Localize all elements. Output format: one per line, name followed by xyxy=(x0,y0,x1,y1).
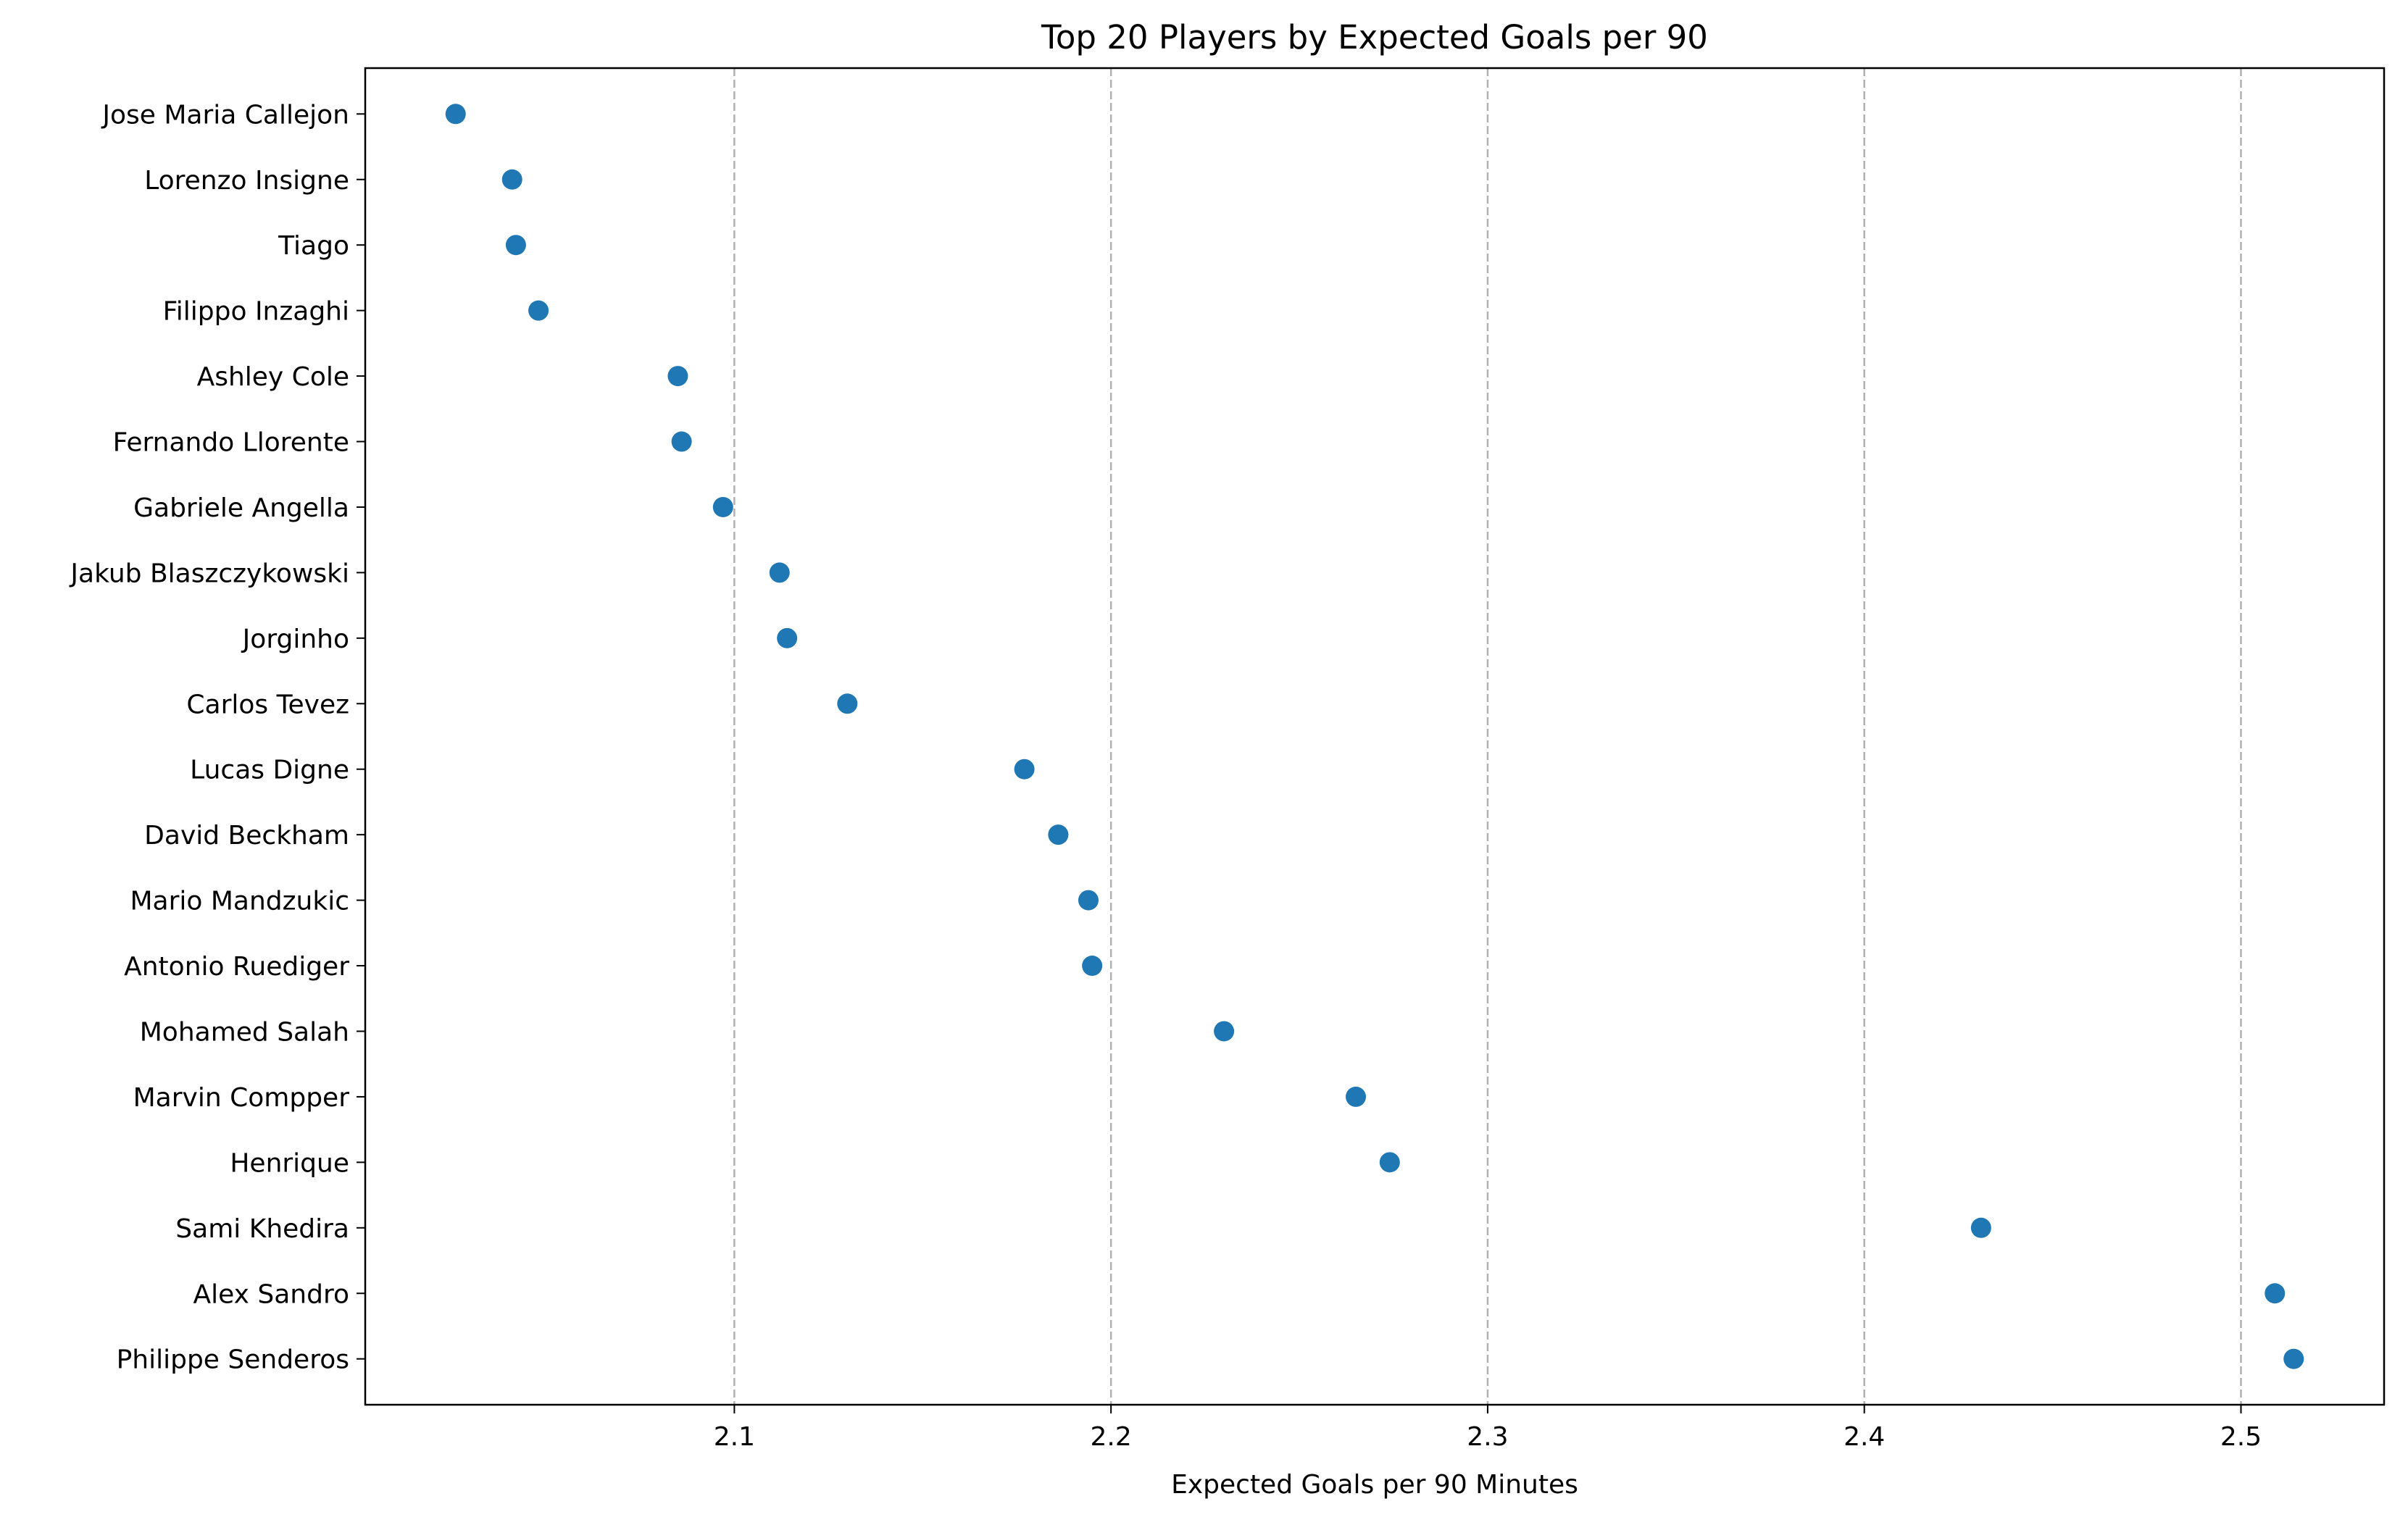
y-tick-label: Antonio Ruediger xyxy=(124,952,349,982)
data-point xyxy=(1082,956,1103,977)
data-point xyxy=(2283,1348,2304,1369)
x-axis: 2.1 2.2 2.3 2.4 2.5 xyxy=(714,1405,2262,1452)
y-axis: Jose Maria Callejon Lorenzo Insigne Tiago F… xyxy=(69,100,365,1375)
y-tick-label: Alex Sandro xyxy=(193,1279,349,1309)
data-point xyxy=(505,235,526,256)
data-point xyxy=(445,104,466,125)
plot-frame xyxy=(364,67,2386,1406)
data-point xyxy=(1346,1086,1367,1107)
y-tick-label: Jorginho xyxy=(241,624,349,654)
data-point xyxy=(1970,1217,1991,1238)
data-point xyxy=(712,496,733,517)
y-tick-label: Jose Maria Callejon xyxy=(101,100,349,130)
y-tick-label: Jakub Blaszczykowski xyxy=(69,559,349,588)
y-tick-label: Lorenzo Insigne xyxy=(144,166,349,196)
y-tick-label: Tiago xyxy=(278,231,349,261)
data-point xyxy=(528,300,549,321)
y-tick-label: Filippo Inzaghi xyxy=(163,297,349,327)
y-tick-label: Carlos Tevez xyxy=(186,690,349,719)
y-tick-label: Mohamed Salah xyxy=(140,1017,349,1047)
data-point xyxy=(837,693,858,714)
data-point xyxy=(1214,1021,1235,1042)
y-tick-label: Marvin Compper xyxy=(133,1083,350,1113)
y-tick-label: Sami Khedira xyxy=(175,1214,349,1244)
data-point xyxy=(1379,1152,1400,1173)
y-tick-label: Lucas Digne xyxy=(190,756,349,785)
x-tick-label: 2.5 xyxy=(2220,1422,2262,1452)
y-tick-label: David Beckham xyxy=(144,821,349,851)
data-point xyxy=(671,431,692,452)
y-tick-label: Philippe Senderos xyxy=(117,1345,349,1375)
data-point xyxy=(1014,759,1035,780)
data-point xyxy=(777,627,798,648)
grid-layer xyxy=(733,68,2242,1405)
data-point xyxy=(501,169,522,190)
data-point xyxy=(1078,890,1099,911)
y-tick-label: Henrique xyxy=(230,1148,349,1178)
y-tick-label: Fernando Llorente xyxy=(113,428,349,458)
data-point xyxy=(667,366,688,387)
x-axis-label: Expected Goals per 90 Minutes xyxy=(1171,1470,1578,1500)
x-tick-label: 2.3 xyxy=(1467,1422,1508,1452)
y-tick-label: Gabriele Angella xyxy=(133,493,349,523)
data-point xyxy=(769,562,790,583)
x-tick-label: 2.2 xyxy=(1091,1422,1132,1452)
y-tick-label: Mario Mandzukic xyxy=(130,887,349,916)
points-layer xyxy=(445,104,2304,1369)
data-point xyxy=(1048,824,1069,845)
chart-title: Top 20 Players by Expected Goals per 90 xyxy=(1041,18,1708,57)
x-tick-label: 2.1 xyxy=(714,1422,755,1452)
y-tick-label: Ashley Cole xyxy=(197,362,349,392)
data-point xyxy=(2265,1283,2286,1304)
x-tick-label: 2.4 xyxy=(1844,1422,1885,1452)
